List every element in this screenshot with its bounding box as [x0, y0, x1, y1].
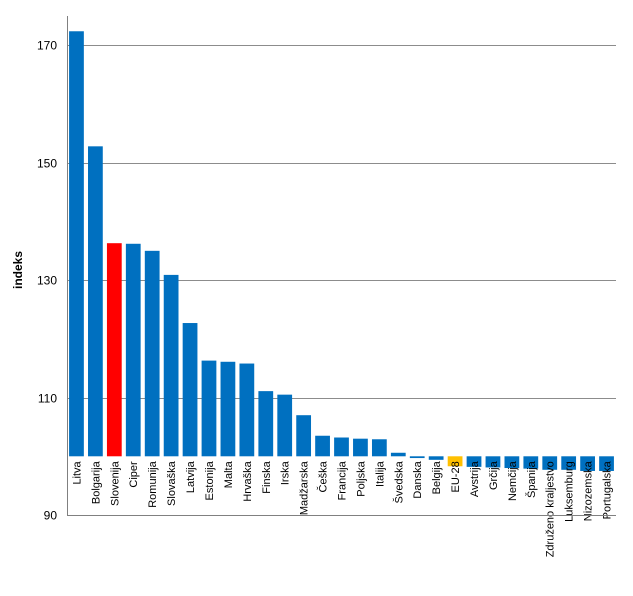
bar-bolgarija	[88, 146, 103, 457]
x-tick-label: Poljska	[355, 460, 367, 496]
x-tick-label: Estonija	[204, 460, 216, 500]
x-tick-label: Litva	[71, 460, 83, 484]
x-tick-label: Irska	[280, 460, 292, 485]
bar-slovaška	[163, 274, 179, 457]
bar-belgija	[428, 456, 444, 460]
x-tick-label: Slovaška	[166, 460, 178, 506]
bar-estonija	[201, 360, 217, 457]
x-tick-label: Slovenija	[109, 460, 121, 506]
x-tick-label: Francija	[337, 460, 349, 500]
x-tick-label: Belgija	[431, 460, 443, 494]
x-tick-label: Latvija	[185, 460, 197, 493]
bar-irska	[277, 394, 293, 457]
bar-poljska	[353, 438, 368, 457]
bar-latvija	[182, 323, 198, 457]
x-tick-label: Italija	[374, 460, 386, 487]
bar-francija	[334, 437, 349, 457]
x-axis-labels: Litva Bolgarija Slovenija Ciper Romunija Slov…	[71, 460, 613, 557]
bars	[69, 31, 614, 471]
y-tick-label: 170	[37, 39, 57, 53]
bar-španija	[523, 456, 539, 469]
x-tick-label: Danska	[412, 460, 424, 498]
x-tick-label: Združeno kraljestvo	[545, 461, 557, 557]
bar-hrvaška	[239, 363, 255, 457]
x-tick-label: Grčija	[488, 460, 500, 490]
bar-avstrija	[466, 456, 482, 467]
bar-češka	[315, 435, 330, 457]
x-tick-label: Ciper	[128, 461, 140, 488]
y-tick-label: 150	[37, 157, 57, 171]
bar-madžarska	[296, 415, 312, 457]
x-tick-label: Luksemburg	[564, 461, 576, 522]
bar-romunija	[144, 250, 160, 457]
x-tick-label: Portugalska	[602, 460, 614, 519]
bar-danska	[409, 456, 425, 459]
bar-grčija	[485, 456, 501, 468]
x-tick-label: Bolgarija	[90, 460, 102, 504]
bar-luksemburg	[561, 456, 577, 470]
bar-združeno-kraljestvo	[542, 456, 558, 470]
y-tick-label: 130	[37, 274, 57, 288]
y-axis-title: indeks	[11, 251, 25, 289]
x-tick-label: Španija	[525, 460, 538, 498]
bar-italija	[371, 439, 387, 457]
x-tick-label: Hrvaška	[242, 460, 254, 501]
x-tick-label: EU-28	[450, 461, 462, 492]
bar-malta	[220, 361, 236, 457]
bar-portugalska	[599, 456, 614, 471]
x-tick-label: Avstrija	[469, 460, 481, 497]
bar-ciper	[125, 243, 141, 457]
y-tick-label: 110	[38, 392, 57, 406]
x-tick-label: Nizozemska	[583, 460, 595, 521]
bar-slovenija	[106, 243, 122, 457]
bar-nemčija	[504, 456, 520, 469]
bar-finska	[258, 391, 274, 457]
y-axis-ticks: 90 110 130 150 170	[37, 39, 57, 523]
x-tick-label: Finska	[261, 460, 273, 493]
x-tick-label: Nemčija	[507, 460, 519, 501]
bar-nizozemska	[580, 456, 595, 471]
bar-švedska	[390, 452, 406, 457]
x-tick-label: Malta	[223, 460, 235, 488]
x-tick-label: Češka	[317, 460, 330, 492]
x-tick-label: Švedska	[392, 460, 405, 503]
bar-litva	[69, 31, 84, 457]
bar-eu-28	[447, 456, 463, 467]
y-tick-label: 90	[44, 509, 58, 523]
x-tick-label: Romunija	[147, 460, 159, 507]
x-tick-label: Madžarska	[299, 460, 311, 515]
